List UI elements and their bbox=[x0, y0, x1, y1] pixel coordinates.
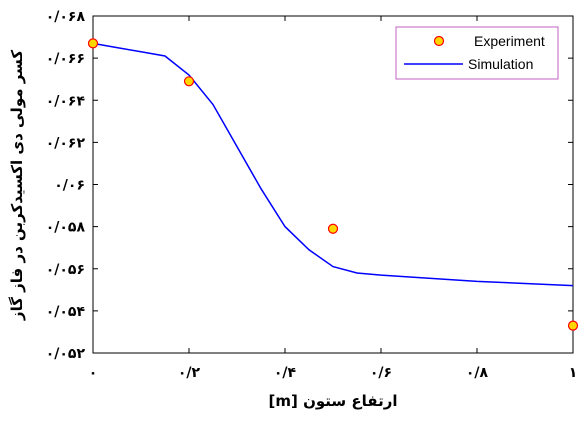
y-tick-label: ۰/۰۶۸ bbox=[46, 9, 86, 25]
legend: Experiment Simulation bbox=[395, 26, 559, 80]
x-tick-label: ۰ bbox=[89, 365, 98, 381]
legend-box bbox=[395, 26, 559, 80]
experiment-point bbox=[327, 223, 339, 234]
y-tick-label: ۰/۰۶ bbox=[54, 178, 85, 194]
legend-simulation-label: Simulation bbox=[468, 56, 533, 72]
y-tick-label: ۰/۰۵۸ bbox=[46, 220, 86, 236]
y-tick-label: ۰/۰۶۶ bbox=[46, 51, 85, 67]
x-tick-label: ۰/۸ bbox=[466, 365, 489, 381]
y-tick-label: ۰/۰۶۲ bbox=[46, 135, 86, 151]
y-axis-ticks: ۰/۰۵۲ ۰/۰۵۴ ۰/۰۵۶ ۰/۰۵۸ ۰/۰۶ ۰/۰۶۲ ۰/۰۶۴ ۰/۰۶۶ ۰… bbox=[46, 9, 573, 362]
x-tick-label: ۰/۶ bbox=[370, 365, 392, 381]
x-axis-ticks: ۰ ۰/۲ ۰/۴ ۰/۶ ۰/۸ ۱ bbox=[89, 16, 578, 381]
y-tick-label: ۰/۰۵۶ bbox=[46, 262, 85, 278]
experiment-point bbox=[87, 38, 99, 49]
legend-experiment-label: Experiment bbox=[474, 33, 545, 49]
series-layer bbox=[87, 38, 579, 331]
legend-experiment-marker bbox=[433, 35, 445, 47]
x-tick-label: ۰/۲ bbox=[178, 365, 201, 381]
experiment-point bbox=[183, 76, 195, 87]
y-tick-label: ۰/۰۵۲ bbox=[46, 346, 86, 362]
x-tick-label: ۰/۴ bbox=[274, 365, 297, 381]
experiment-point bbox=[567, 320, 579, 331]
simulation-line bbox=[92, 42, 574, 287]
x-tick-label: ۱ bbox=[569, 365, 578, 381]
y-tick-label: ۰/۰۶۴ bbox=[46, 93, 86, 109]
y-tick-label: ۰/۰۵۴ bbox=[46, 304, 86, 320]
x-axis-title: ارتفاع ستون [m] bbox=[269, 392, 398, 410]
y-axis-title: کسر مولی دی اکسیدکربن در فاز گاز bbox=[8, 50, 26, 321]
